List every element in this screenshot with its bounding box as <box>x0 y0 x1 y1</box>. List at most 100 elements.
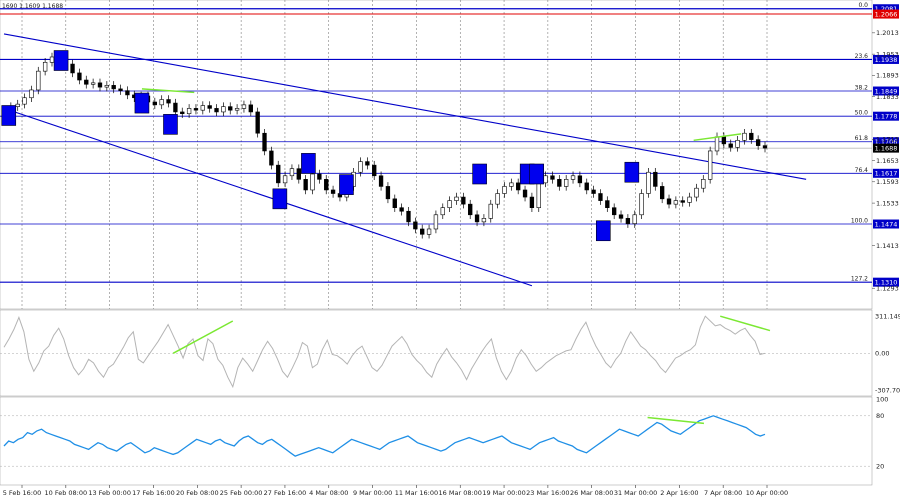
price-tick-label: 1.1833 <box>876 93 899 101</box>
candle-body <box>77 72 82 81</box>
price-tick-label: 1.1953 <box>876 50 899 58</box>
signal-box <box>624 161 640 183</box>
fib-pct-label: 38.2 <box>855 85 869 92</box>
fib-price-tag <box>873 54 899 64</box>
time-axis: 5 Feb 16:00 10 Feb 08:00 13 Feb 00:00 17 Fe… <box>3 485 788 497</box>
current-price-label: 1.1688 <box>875 144 898 152</box>
candle-body <box>488 203 493 219</box>
price-tick-label: 1.1293 <box>876 285 899 293</box>
candle-body <box>173 102 178 113</box>
signal-box <box>301 153 316 174</box>
signal-boxes <box>1 50 640 242</box>
fib-price-label: 1.1849 <box>875 87 898 95</box>
candle-body <box>269 150 274 166</box>
stoch-tick-label: 100 <box>876 395 888 403</box>
candle-body <box>159 99 164 106</box>
x-tick-label: 31 Mar 00:00 <box>614 489 657 497</box>
channel-line <box>3 107 533 287</box>
candle-body <box>598 193 603 201</box>
candle-body <box>426 228 432 235</box>
candle-body <box>84 79 89 85</box>
price-axis: 1.2081 1.1938 1.1849 1.1778 1.1706 1.1617 1.14… <box>872 4 899 293</box>
candle-body <box>358 161 363 173</box>
candle-body <box>618 214 624 219</box>
current-price-tag <box>873 143 899 153</box>
candle-body <box>502 186 507 194</box>
candle-body <box>481 218 487 223</box>
fib-pct-label: 100.0 <box>851 218 868 225</box>
candle-body <box>125 90 130 96</box>
candle-body <box>420 228 425 235</box>
candle-body <box>735 140 740 148</box>
price-tick-label: 1.2013 <box>876 29 899 37</box>
candle-body <box>255 111 260 134</box>
candle-body <box>495 193 500 205</box>
fib-price-tag <box>873 86 899 96</box>
candle-body <box>36 70 41 91</box>
trend-channel <box>3 33 807 287</box>
cci-tick-label: -307.704 <box>875 386 900 394</box>
cci-tick-label: 311.1497 <box>875 312 900 320</box>
candle-body <box>200 105 205 111</box>
candle-body <box>42 61 48 72</box>
x-tick-label: 16 Mar 08:00 <box>439 489 482 497</box>
candle-body <box>303 179 308 191</box>
candle-body <box>707 150 713 180</box>
candle-body <box>714 136 720 152</box>
fib-price-tag <box>873 277 899 287</box>
price-divergence <box>141 88 742 142</box>
channel-line <box>3 33 807 180</box>
fib-price-tag <box>873 4 899 14</box>
candle-body <box>591 189 596 194</box>
x-tick-label: 7 Apr 08:00 <box>704 489 742 497</box>
price-tick-label: 1.1413 <box>876 242 899 250</box>
fib-pct-label: 127.2 <box>851 276 868 283</box>
candle-body <box>557 179 562 187</box>
fib-price-tag <box>873 168 899 178</box>
cci-panel: 311.1497 0.00 -307.704 <box>0 309 900 397</box>
x-tick-label: 23 Mar 16:00 <box>526 489 569 497</box>
candle-body <box>584 182 589 191</box>
fib-pct-label: 0.0 <box>858 2 868 9</box>
candle-body <box>728 143 733 148</box>
price-panel-bg <box>0 0 873 310</box>
ohlc-header: 1690 1.1609 1.1688 <box>2 3 63 10</box>
candle-body <box>687 196 692 203</box>
fib-pct-label: 50.0 <box>855 110 869 117</box>
candle-body <box>228 106 233 111</box>
candle-body <box>646 171 651 194</box>
candle-body <box>666 198 672 205</box>
stoch-tick-label: 20 <box>876 463 884 471</box>
x-tick-label: 25 Feb 00:00 <box>220 489 263 497</box>
candle-body <box>516 182 521 191</box>
x-tick-label: 5 Feb 16:00 <box>3 489 42 497</box>
cci-indicator: 311.1497 0.00 -307.704 <box>0 312 900 394</box>
red-price-label: 1.2066 <box>875 10 898 18</box>
candle-body <box>440 207 445 216</box>
candle-body <box>111 85 116 90</box>
fib-pct-label: 76.4 <box>855 167 869 174</box>
candle-body <box>207 105 212 109</box>
candle-body <box>104 85 110 88</box>
candle-body <box>701 179 706 189</box>
x-tick-label: 27 Feb 16:00 <box>264 489 307 497</box>
candle-body <box>22 97 27 105</box>
fib-price-label: 1.1778 <box>875 112 898 120</box>
x-tick-label: 10 Feb 08:00 <box>44 489 87 497</box>
candle-body <box>406 210 411 223</box>
x-tick-label: 9 Mar 00:00 <box>353 489 392 497</box>
signal-box <box>529 163 545 185</box>
candle-body <box>632 214 637 224</box>
candle-body <box>29 89 34 99</box>
candle-body <box>680 200 685 203</box>
candle-body <box>262 132 267 152</box>
candle-body <box>570 175 576 180</box>
x-tick-label: 13 Feb 00:00 <box>88 489 131 497</box>
divergence-line <box>693 133 742 142</box>
candle-body <box>749 132 754 140</box>
cci-tick-label: 0.00 <box>875 350 889 358</box>
candle-body <box>550 175 555 180</box>
candle-body <box>365 161 370 166</box>
candle-body <box>529 196 535 208</box>
